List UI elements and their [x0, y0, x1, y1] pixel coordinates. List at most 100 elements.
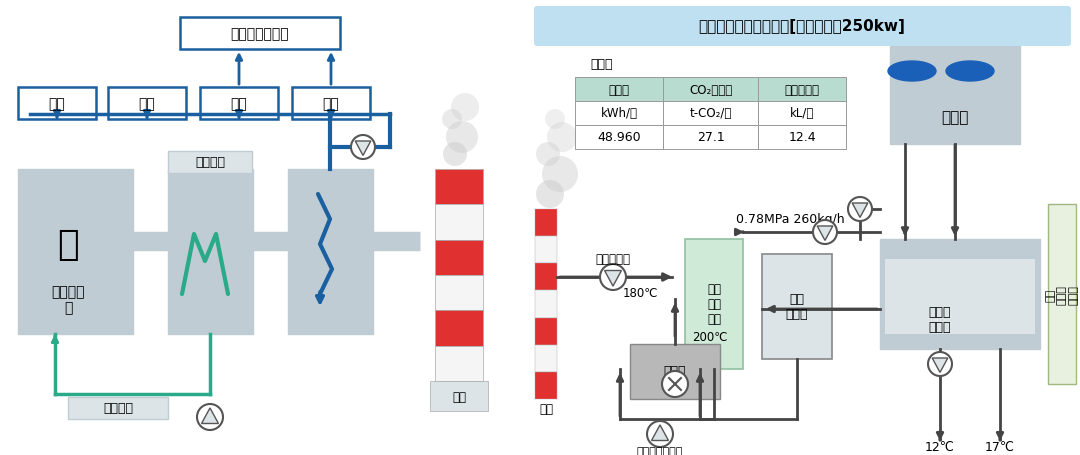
Bar — [108, 88, 186, 120]
Bar — [435, 205, 483, 240]
Ellipse shape — [946, 62, 994, 82]
Circle shape — [542, 157, 578, 192]
Text: 加熱炉: 加熱炉 — [664, 365, 686, 378]
Bar — [535, 318, 557, 345]
Text: 200℃: 200℃ — [692, 331, 728, 344]
Text: 17℃: 17℃ — [985, 440, 1015, 453]
Polygon shape — [852, 203, 868, 218]
Text: 冷却水
ポンプ: 冷却水 ポンプ — [929, 305, 951, 333]
Bar — [630, 344, 720, 399]
Text: 近隣施設に供給: 近隣施設に供給 — [231, 27, 289, 41]
Circle shape — [848, 197, 872, 222]
Bar — [663, 102, 758, 126]
Polygon shape — [355, 142, 370, 156]
FancyBboxPatch shape — [534, 7, 1071, 47]
Circle shape — [647, 421, 673, 447]
Circle shape — [545, 110, 565, 130]
Bar — [535, 372, 557, 399]
Bar — [758, 102, 846, 126]
Circle shape — [351, 136, 375, 160]
Circle shape — [600, 264, 626, 290]
Text: 煙突: 煙突 — [453, 391, 465, 404]
Text: kWh/年: kWh/年 — [600, 107, 637, 120]
Circle shape — [546, 123, 577, 153]
Text: 空気予熱: 空気予熱 — [103, 402, 133, 415]
Bar — [535, 237, 557, 264]
Polygon shape — [202, 408, 218, 424]
Bar — [168, 152, 252, 174]
Circle shape — [442, 110, 462, 130]
Bar — [292, 88, 370, 120]
Text: 蒸気: 蒸気 — [231, 97, 247, 111]
Bar — [885, 259, 1035, 334]
Bar — [180, 18, 340, 50]
Bar — [535, 210, 557, 237]
Bar — [663, 78, 758, 102]
Bar — [168, 170, 253, 334]
Circle shape — [536, 143, 561, 167]
Polygon shape — [605, 271, 621, 287]
Bar — [663, 126, 758, 150]
Circle shape — [662, 371, 688, 397]
Text: 復水
タンク: 復水 タンク — [786, 293, 808, 320]
Text: 0.78MPa 260kg/h: 0.78MPa 260kg/h — [735, 213, 845, 226]
Text: 48.960: 48.960 — [597, 131, 640, 144]
Bar — [68, 397, 168, 419]
Circle shape — [928, 352, 951, 376]
Text: 廃熱回収ポンプ: 廃熱回収ポンプ — [637, 446, 684, 455]
Text: 🔥: 🔥 — [57, 228, 79, 262]
Text: 蒸気
吸収式
冷凍機: 蒸気 吸収式 冷凍機 — [1045, 284, 1079, 304]
Text: 削減量: 削減量 — [590, 58, 612, 71]
Bar — [575, 78, 663, 102]
Circle shape — [197, 404, 222, 430]
Bar — [435, 170, 483, 205]
Bar — [430, 381, 488, 411]
Bar — [435, 346, 483, 381]
Circle shape — [451, 94, 480, 122]
Bar — [890, 45, 1020, 145]
Text: 廃熱回収空調利用の例[冷凍能力：250kw]: 廃熱回収空調利用の例[冷凍能力：250kw] — [699, 20, 905, 35]
Bar — [1048, 205, 1076, 384]
Text: 電力量: 電力量 — [608, 83, 630, 96]
Bar — [18, 88, 96, 120]
Polygon shape — [651, 425, 669, 440]
Bar — [535, 345, 557, 372]
Bar — [435, 275, 483, 311]
Text: 誘引ブロア: 誘引ブロア — [595, 253, 631, 266]
Text: 原油換算量: 原油換算量 — [784, 83, 820, 96]
Text: 冷却塔: 冷却塔 — [942, 110, 969, 125]
Text: 12.4: 12.4 — [788, 131, 815, 144]
Bar — [575, 102, 663, 126]
Circle shape — [446, 122, 478, 154]
Text: CO₂換算量: CO₂換算量 — [689, 83, 732, 96]
Bar — [288, 170, 373, 334]
Bar — [575, 126, 663, 150]
Text: kL/年: kL/年 — [789, 107, 814, 120]
Polygon shape — [818, 227, 833, 241]
Circle shape — [443, 143, 467, 167]
Ellipse shape — [888, 62, 936, 82]
Text: 180℃: 180℃ — [622, 287, 658, 300]
Text: 廃熱回収: 廃熱回収 — [195, 156, 225, 169]
Bar — [685, 239, 743, 369]
Circle shape — [536, 181, 564, 208]
Bar — [762, 254, 832, 359]
Bar — [535, 264, 557, 291]
Polygon shape — [932, 358, 948, 373]
Text: 発電: 発電 — [49, 97, 66, 111]
Text: ボイラー
炉: ボイラー 炉 — [51, 284, 84, 314]
Text: 廃熱
回収
熱交: 廃熱 回収 熱交 — [707, 283, 721, 326]
Bar — [880, 239, 1040, 349]
Bar — [18, 170, 133, 334]
Circle shape — [813, 221, 837, 244]
Bar — [435, 311, 483, 346]
Text: 27.1: 27.1 — [697, 131, 725, 144]
Bar — [535, 291, 557, 318]
Bar — [758, 78, 846, 102]
Text: 冷水: 冷水 — [323, 97, 339, 111]
Text: 12℃: 12℃ — [926, 440, 955, 453]
Bar — [535, 8, 1070, 46]
Bar — [435, 240, 483, 275]
Text: t-CO₂/年: t-CO₂/年 — [689, 107, 731, 120]
Text: 煙突: 煙突 — [539, 403, 553, 415]
